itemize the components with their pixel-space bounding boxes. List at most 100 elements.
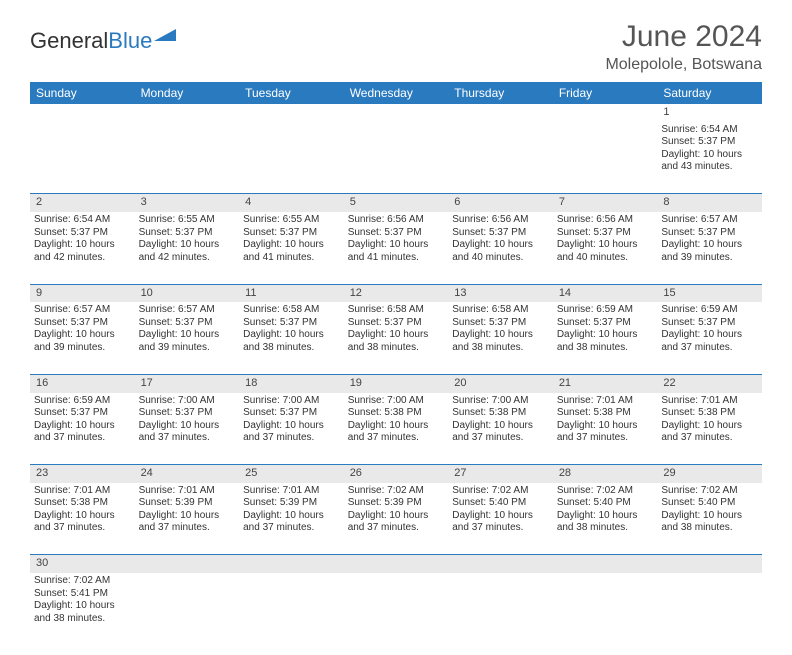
day-cell: Sunrise: 6:59 AMSunset: 5:37 PMDaylight:… <box>657 302 762 374</box>
day-header: Sunday <box>30 82 135 104</box>
sunset-line: Sunset: 5:39 PM <box>243 497 340 510</box>
sunrise-line: Sunrise: 6:56 AM <box>557 214 654 227</box>
day-content-row: Sunrise: 6:57 AMSunset: 5:37 PMDaylight:… <box>30 302 762 374</box>
sunset-line: Sunset: 5:38 PM <box>557 407 654 420</box>
daylight-line: Daylight: 10 hours and 37 minutes. <box>452 510 549 535</box>
day-number <box>553 104 658 122</box>
day-number <box>553 555 658 573</box>
day-cell <box>553 573 658 645</box>
sunrise-line: Sunrise: 7:01 AM <box>34 485 131 498</box>
daylight-line: Daylight: 10 hours and 38 minutes. <box>348 329 445 354</box>
day-cell: Sunrise: 6:59 AMSunset: 5:37 PMDaylight:… <box>553 302 658 374</box>
day-number: 17 <box>135 374 240 392</box>
daylight-line: Daylight: 10 hours and 37 minutes. <box>139 420 236 445</box>
daylight-line: Daylight: 10 hours and 38 minutes. <box>557 510 654 535</box>
daylight-line: Daylight: 10 hours and 37 minutes. <box>452 420 549 445</box>
day-cell: Sunrise: 6:55 AMSunset: 5:37 PMDaylight:… <box>239 212 344 284</box>
day-number <box>239 555 344 573</box>
day-cell <box>657 573 762 645</box>
day-number: 20 <box>448 374 553 392</box>
sunrise-line: Sunrise: 7:02 AM <box>452 485 549 498</box>
day-number: 30 <box>30 555 135 573</box>
day-cell <box>448 573 553 645</box>
day-number: 7 <box>553 194 658 212</box>
daylight-line: Daylight: 10 hours and 41 minutes. <box>243 239 340 264</box>
day-number: 11 <box>239 284 344 302</box>
day-header: Saturday <box>657 82 762 104</box>
sunset-line: Sunset: 5:37 PM <box>661 136 758 149</box>
sunrise-line: Sunrise: 7:00 AM <box>452 395 549 408</box>
day-content-row: Sunrise: 7:02 AMSunset: 5:41 PMDaylight:… <box>30 573 762 645</box>
daylight-line: Daylight: 10 hours and 43 minutes. <box>661 149 758 174</box>
sunrise-line: Sunrise: 7:00 AM <box>243 395 340 408</box>
day-cell <box>553 122 658 194</box>
day-cell <box>344 122 449 194</box>
header: GeneralBlue June 2024 Molepolole, Botswa… <box>30 20 762 74</box>
daylight-line: Daylight: 10 hours and 37 minutes. <box>557 420 654 445</box>
daylight-line: Daylight: 10 hours and 38 minutes. <box>34 600 131 625</box>
day-number: 25 <box>239 465 344 483</box>
day-cell: Sunrise: 7:02 AMSunset: 5:40 PMDaylight:… <box>553 483 658 555</box>
daylight-line: Daylight: 10 hours and 37 minutes. <box>348 420 445 445</box>
sunrise-line: Sunrise: 6:59 AM <box>661 304 758 317</box>
sunset-line: Sunset: 5:37 PM <box>348 317 445 330</box>
sunrise-line: Sunrise: 6:55 AM <box>139 214 236 227</box>
day-content-row: Sunrise: 6:59 AMSunset: 5:37 PMDaylight:… <box>30 393 762 465</box>
sunrise-line: Sunrise: 6:57 AM <box>661 214 758 227</box>
sunrise-line: Sunrise: 7:02 AM <box>348 485 445 498</box>
sunrise-line: Sunrise: 6:59 AM <box>557 304 654 317</box>
day-number: 22 <box>657 374 762 392</box>
day-number-row: 23242526272829 <box>30 465 762 483</box>
sunrise-line: Sunrise: 6:54 AM <box>34 214 131 227</box>
day-number <box>135 104 240 122</box>
sunset-line: Sunset: 5:38 PM <box>661 407 758 420</box>
sunset-line: Sunset: 5:37 PM <box>661 317 758 330</box>
day-cell: Sunrise: 6:58 AMSunset: 5:37 PMDaylight:… <box>344 302 449 374</box>
daylight-line: Daylight: 10 hours and 37 minutes. <box>661 329 758 354</box>
day-cell: Sunrise: 6:57 AMSunset: 5:37 PMDaylight:… <box>30 302 135 374</box>
day-number: 15 <box>657 284 762 302</box>
sunrise-line: Sunrise: 7:00 AM <box>348 395 445 408</box>
sunrise-line: Sunrise: 7:01 AM <box>557 395 654 408</box>
logo: GeneralBlue <box>30 28 180 54</box>
day-cell: Sunrise: 7:01 AMSunset: 5:39 PMDaylight:… <box>239 483 344 555</box>
day-cell <box>448 122 553 194</box>
day-cell: Sunrise: 6:56 AMSunset: 5:37 PMDaylight:… <box>448 212 553 284</box>
day-content-row: Sunrise: 6:54 AMSunset: 5:37 PMDaylight:… <box>30 122 762 194</box>
sunrise-line: Sunrise: 6:58 AM <box>243 304 340 317</box>
sunset-line: Sunset: 5:38 PM <box>34 497 131 510</box>
day-number: 24 <box>135 465 240 483</box>
title-block: June 2024 Molepolole, Botswana <box>605 20 762 74</box>
sunset-line: Sunset: 5:40 PM <box>452 497 549 510</box>
sunrise-line: Sunrise: 7:02 AM <box>34 575 131 588</box>
day-cell: Sunrise: 7:01 AMSunset: 5:39 PMDaylight:… <box>135 483 240 555</box>
day-number-row: 9101112131415 <box>30 284 762 302</box>
day-cell: Sunrise: 7:02 AMSunset: 5:40 PMDaylight:… <box>657 483 762 555</box>
daylight-line: Daylight: 10 hours and 40 minutes. <box>557 239 654 264</box>
day-cell: Sunrise: 6:54 AMSunset: 5:37 PMDaylight:… <box>657 122 762 194</box>
day-header: Friday <box>553 82 658 104</box>
sunrise-line: Sunrise: 7:01 AM <box>243 485 340 498</box>
day-cell: Sunrise: 6:56 AMSunset: 5:37 PMDaylight:… <box>344 212 449 284</box>
logo-text-1: General <box>30 28 108 54</box>
day-cell <box>135 122 240 194</box>
day-number: 8 <box>657 194 762 212</box>
day-header: Thursday <box>448 82 553 104</box>
day-number: 16 <box>30 374 135 392</box>
daylight-line: Daylight: 10 hours and 38 minutes. <box>557 329 654 354</box>
sunset-line: Sunset: 5:37 PM <box>243 317 340 330</box>
day-number: 4 <box>239 194 344 212</box>
daylight-line: Daylight: 10 hours and 39 minutes. <box>139 329 236 354</box>
day-number <box>135 555 240 573</box>
day-cell: Sunrise: 7:01 AMSunset: 5:38 PMDaylight:… <box>30 483 135 555</box>
day-cell: Sunrise: 7:02 AMSunset: 5:39 PMDaylight:… <box>344 483 449 555</box>
day-number-row: 30 <box>30 555 762 573</box>
daylight-line: Daylight: 10 hours and 37 minutes. <box>661 420 758 445</box>
sunrise-line: Sunrise: 7:01 AM <box>139 485 236 498</box>
day-number-row: 1 <box>30 104 762 122</box>
day-cell <box>30 122 135 194</box>
day-number: 29 <box>657 465 762 483</box>
day-number: 2 <box>30 194 135 212</box>
day-number: 12 <box>344 284 449 302</box>
day-cell: Sunrise: 7:02 AMSunset: 5:40 PMDaylight:… <box>448 483 553 555</box>
